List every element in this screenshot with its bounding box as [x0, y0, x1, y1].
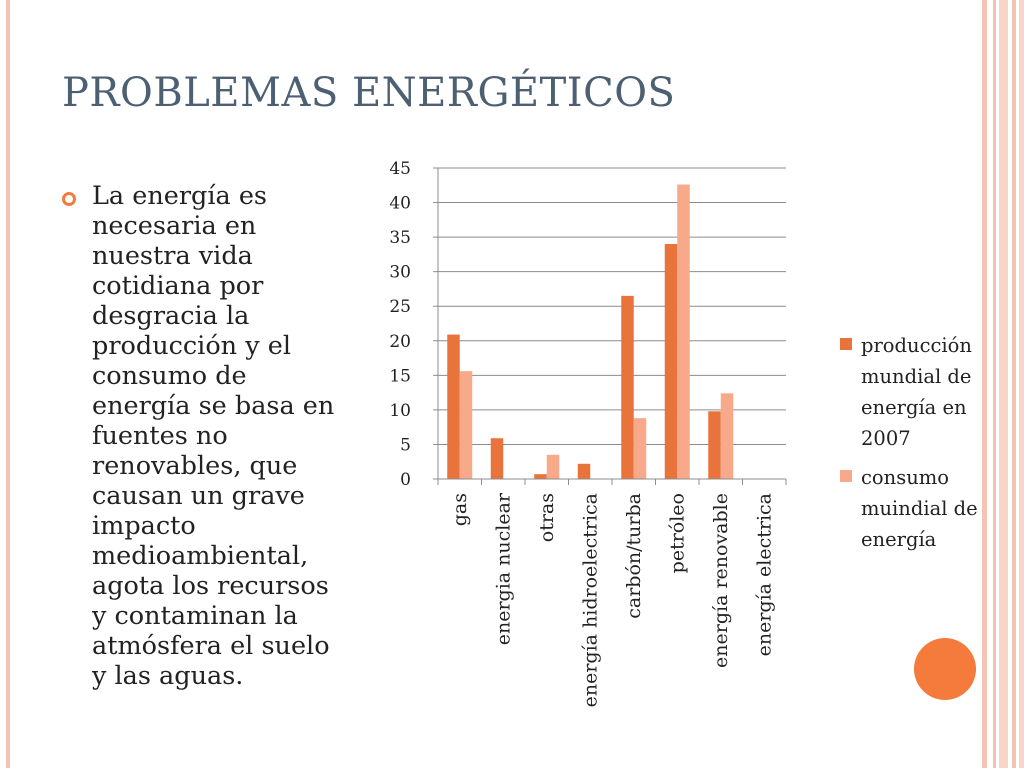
body-line: cotidiana por — [92, 271, 264, 301]
x-category-label: energía electrica — [753, 493, 775, 656]
chart-labels: 0 5 10 15 20 25 30 35 40 45 gas energia nuclear otra… — [389, 159, 775, 707]
bar-produccion — [490, 438, 504, 479]
legend-label: 2007 — [861, 427, 911, 450]
body-line: y contaminan la — [92, 601, 298, 631]
x-category-label: energía renovable — [710, 493, 732, 668]
body-line: producción y el — [92, 331, 291, 361]
body-line: consumo de — [92, 361, 247, 391]
body-line: energía se basa en — [92, 391, 335, 421]
chart-legend: producción mundial de energía en 2007 consum… — [840, 334, 978, 551]
body-line: medioambiental, — [92, 541, 309, 571]
body-line: renovables, que — [92, 451, 298, 481]
y-tick-label: 35 — [389, 228, 411, 248]
chart-axes — [433, 167, 787, 485]
y-tick-label: 25 — [389, 297, 411, 317]
legend-swatch — [840, 338, 852, 350]
bar-produccion — [708, 411, 721, 479]
legend-label: producción — [861, 334, 972, 357]
y-tick-label: 45 — [389, 159, 411, 179]
x-category-label: gas — [449, 493, 471, 526]
body-line: nuestra vida — [92, 241, 253, 271]
y-tick-label: 0 — [400, 470, 411, 490]
bar-consumo — [459, 371, 473, 479]
body-line: impacto — [92, 511, 196, 541]
body-line: La energía es — [92, 181, 268, 211]
slide-frame-right — [982, 0, 1024, 768]
y-tick-label: 30 — [389, 263, 411, 283]
legend-label: muindial de — [861, 497, 978, 520]
y-tick-label: 15 — [389, 366, 411, 386]
x-category-label: otras — [536, 493, 558, 542]
legend-label: mundial de — [861, 365, 971, 388]
chart-bars — [447, 184, 734, 479]
x-category-label: petróleo — [666, 493, 688, 573]
body-line: fuentes no — [92, 421, 228, 451]
body-line: causan un grave — [92, 481, 305, 511]
legend-swatch — [840, 470, 852, 482]
body-paragraph: La energía es necesaria en nuestra vida … — [92, 181, 367, 691]
bar-consumo — [677, 184, 690, 479]
y-tick-label: 20 — [389, 332, 411, 352]
y-tick-label: 10 — [389, 401, 411, 421]
x-category-label: energia nuclear — [492, 492, 514, 645]
legend-label: consumo — [861, 466, 949, 489]
slide-title: PROBLEMAS ENERGÉTICOS — [62, 70, 676, 116]
legend-label: energía — [861, 528, 937, 551]
y-tick-label: 40 — [389, 194, 411, 214]
slide-frame-left — [6, 0, 10, 768]
bar-produccion — [577, 463, 591, 479]
body-line: agota los recursos — [92, 571, 329, 601]
bar-produccion — [534, 474, 547, 479]
body-line: necesaria en — [92, 211, 257, 241]
bar-consumo — [633, 418, 647, 479]
bar-produccion — [664, 244, 678, 479]
body-line: y las aguas. — [92, 661, 244, 691]
bar-produccion — [447, 334, 460, 479]
x-category-label: energía hidroelectrica — [579, 493, 601, 707]
legend-label: energía en — [861, 396, 967, 419]
bar-produccion — [621, 295, 634, 479]
bar-consumo — [720, 393, 734, 479]
y-tick-label: 5 — [400, 435, 411, 455]
bullet-icon — [62, 192, 76, 206]
decorative-orange-circle — [914, 638, 976, 700]
x-category-label: carbón/turba — [623, 493, 645, 619]
bar-consumo — [546, 454, 560, 479]
body-line: atmósfera el suelo — [92, 631, 330, 661]
chart-gridlines — [438, 167, 786, 445]
body-line: desgracia la — [92, 301, 250, 331]
